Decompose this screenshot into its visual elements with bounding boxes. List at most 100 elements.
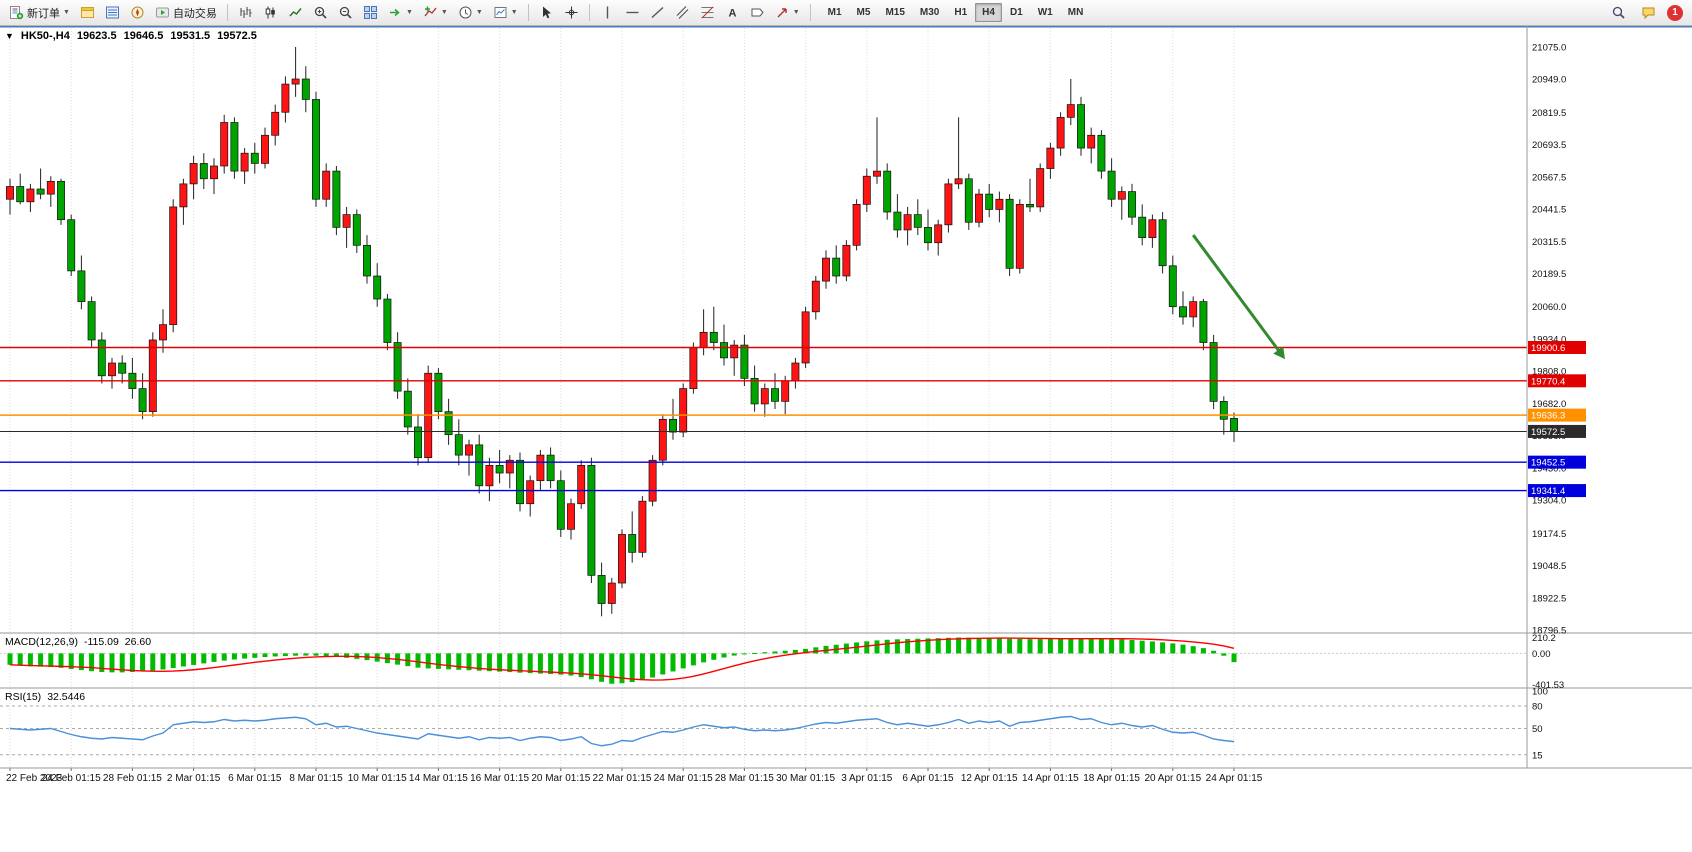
navigator-icon (131, 6, 144, 19)
candle (1230, 418, 1238, 432)
candle (199, 163, 208, 180)
crosshair-button[interactable] (560, 2, 583, 23)
periods-button[interactable]: ▼ (454, 2, 487, 23)
zoom-in-icon (314, 6, 327, 19)
candlestick-chart-icon (265, 6, 275, 19)
candle (383, 298, 392, 343)
svg-text:16 Mar 01:15: 16 Mar 01:15 (470, 773, 529, 784)
candle (526, 480, 535, 505)
candle (597, 575, 606, 604)
fibonacci-tool-button[interactable] (696, 2, 719, 23)
candle (281, 83, 290, 113)
candle (811, 280, 820, 313)
line-chart-icon (289, 8, 302, 17)
candle (1138, 216, 1147, 238)
candle (1056, 117, 1065, 149)
timeframe-button-MN[interactable]: MN (1061, 3, 1091, 22)
candle (730, 344, 739, 359)
trend-arrow-annotation[interactable] (1191, 234, 1285, 360)
timeframe-button-W1[interactable]: W1 (1031, 3, 1060, 22)
candle (1066, 104, 1075, 118)
arrow-tools-button[interactable]: ▼ (771, 2, 804, 23)
indicators-icon (424, 6, 437, 17)
bar-chart-button[interactable] (234, 2, 257, 23)
navigator-button[interactable] (126, 2, 149, 23)
channel-tool-button[interactable] (671, 2, 694, 23)
arrow-tool-icon (777, 8, 787, 18)
market-watch-icon (105, 6, 119, 19)
svg-text:2 Mar 01:15: 2 Mar 01:15 (167, 773, 221, 784)
chart-profiles-button[interactable] (76, 2, 99, 23)
macd-name: MACD(12,26,9) (5, 636, 78, 648)
candle (57, 180, 65, 221)
candle (138, 388, 147, 412)
timeframe-button-M1[interactable]: M1 (821, 3, 849, 22)
horizontal-line-icon (626, 11, 639, 14)
candle (250, 152, 259, 164)
candle (1026, 204, 1034, 208)
zoom-in-button[interactable] (309, 2, 332, 23)
templates-button[interactable]: ▼ (489, 2, 522, 23)
candle (179, 183, 188, 208)
candle (454, 434, 463, 456)
templates-icon (494, 7, 507, 18)
timeframe-button-M30[interactable]: M30 (913, 3, 946, 22)
svg-text:18796.5: 18796.5 (1532, 626, 1566, 637)
auto-trading-label: 自动交易 (172, 7, 217, 20)
timeframe-button-H4[interactable]: H4 (975, 3, 1002, 22)
new-order-button[interactable]: 新订单 ▼ (5, 2, 74, 23)
indicators-button[interactable]: ▼ (419, 2, 452, 23)
candle (1219, 401, 1228, 420)
svg-text:22 Feb 2023: 22 Feb 2023 (6, 773, 63, 784)
timeframe-button-M5[interactable]: M5 (850, 3, 878, 22)
search-button[interactable] (1607, 2, 1630, 23)
market-watch-button[interactable] (101, 2, 124, 23)
svg-text:30 Mar 01:15: 30 Mar 01:15 (776, 773, 835, 784)
timeframe-button-M15[interactable]: M15 (878, 3, 911, 22)
text-tool-button[interactable]: A (721, 2, 744, 23)
candle (1117, 191, 1126, 200)
candle (1097, 134, 1106, 172)
tile-windows-button[interactable] (359, 2, 382, 23)
price-badge (1528, 424, 1586, 438)
candle (1199, 301, 1208, 343)
price-level-lines (0, 346, 1527, 492)
svg-text:20 Mar 01:15: 20 Mar 01:15 (531, 773, 590, 784)
candle (36, 188, 45, 195)
zoom-out-button[interactable] (334, 2, 357, 23)
candlestick-chart-button[interactable] (259, 2, 282, 23)
label-tool-button[interactable] (746, 2, 769, 23)
horizontal-line-tool-button[interactable] (621, 2, 644, 23)
quote-close-value: 19572.5 (217, 30, 257, 42)
timeframe-button-H1[interactable]: H1 (947, 3, 974, 22)
candle (1168, 265, 1177, 308)
candle (1189, 301, 1198, 318)
svg-text:3 Apr 01:15: 3 Apr 01:15 (841, 773, 893, 784)
candle (1015, 204, 1024, 269)
svg-text:14 Apr 01:15: 14 Apr 01:15 (1022, 773, 1079, 784)
candle (750, 378, 759, 405)
candle (607, 582, 616, 604)
candle (67, 219, 76, 272)
chevron-down-icon: ▼ (405, 9, 413, 16)
chat-button[interactable] (1637, 2, 1660, 23)
candle (393, 342, 402, 392)
cursor-button[interactable] (535, 2, 558, 23)
symbol-expand-icon[interactable]: ▼ (5, 31, 14, 41)
quote-open-value: 19623.5 (76, 30, 117, 42)
timeframe-button-D1[interactable]: D1 (1003, 3, 1030, 22)
auto-scroll-button[interactable]: ▼ (384, 2, 417, 23)
candle (893, 211, 902, 231)
notification-badge[interactable]: 1 (1667, 4, 1683, 21)
rsi-axis-labels: 100 80 50 15 (1532, 687, 1548, 762)
candle (373, 275, 382, 300)
rsi-name: RSI(15) (5, 691, 42, 703)
chevron-down-icon: ▼ (510, 9, 518, 16)
trendline-tool-button[interactable] (646, 2, 669, 23)
line-chart-button[interactable] (284, 2, 307, 23)
vertical-line-tool-button[interactable] (596, 2, 619, 23)
auto-trading-button[interactable]: 自动交易 (151, 2, 221, 23)
candle (740, 344, 749, 379)
candle (444, 411, 453, 435)
